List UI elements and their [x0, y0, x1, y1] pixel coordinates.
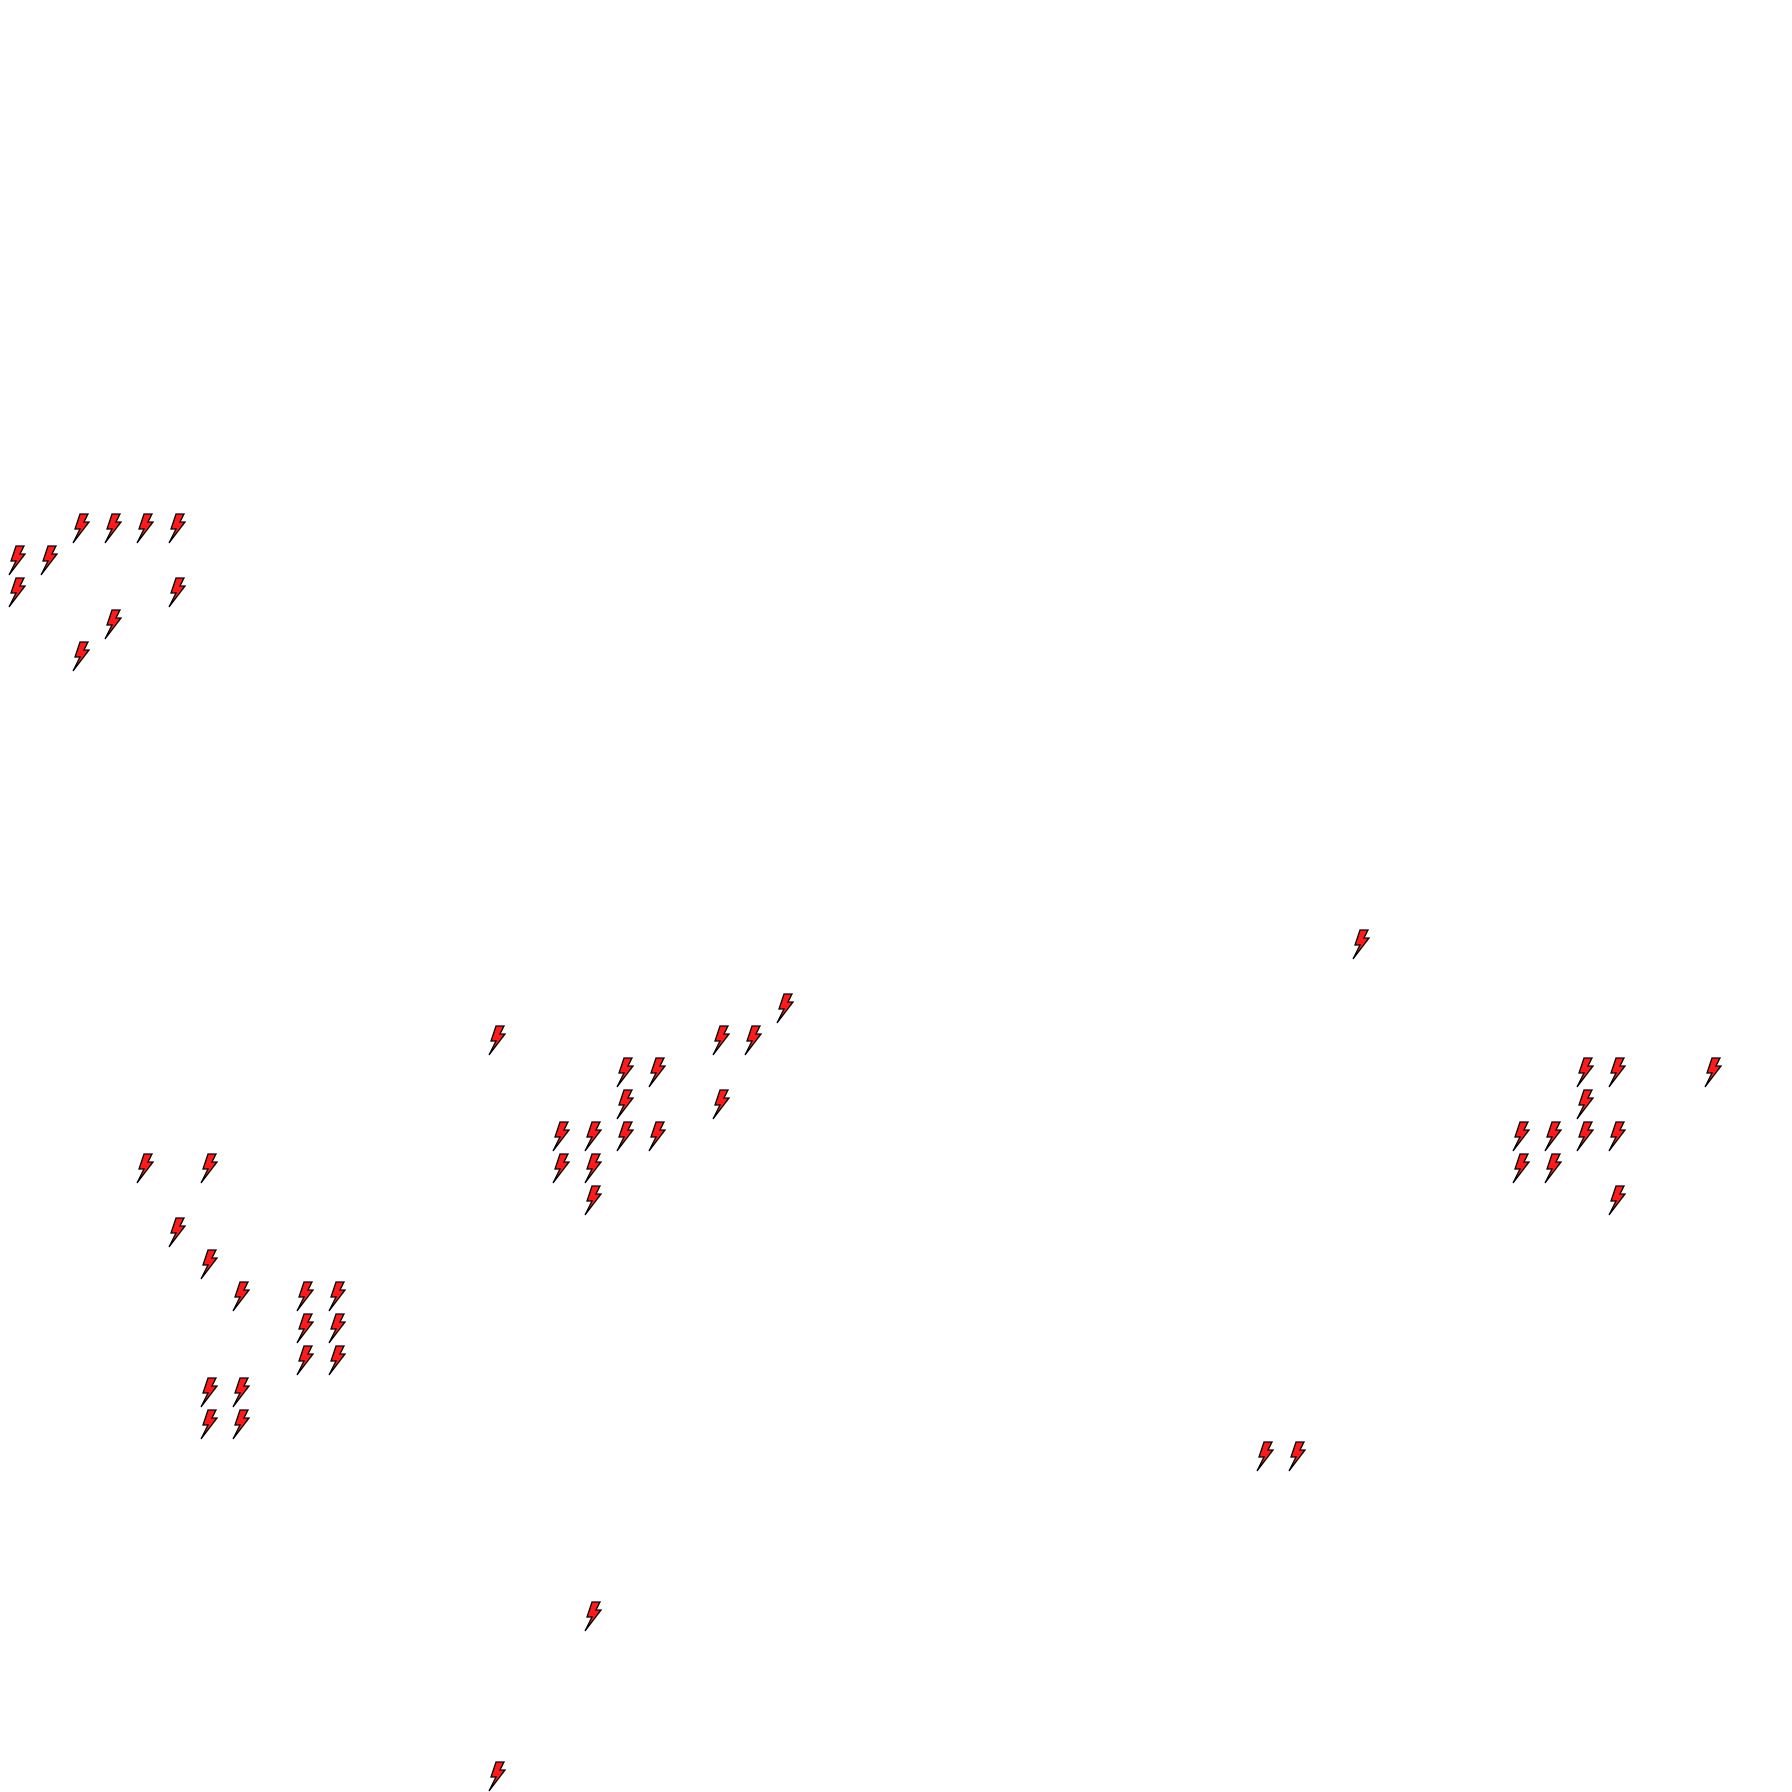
lightning-bolt-icon — [103, 609, 123, 641]
lightning-bolt-icon — [1543, 1121, 1563, 1153]
lightning-bolt-icon — [1607, 1057, 1627, 1089]
lightning-bolt-icon — [1511, 1153, 1531, 1185]
lightning-bolt-icon — [231, 1409, 251, 1441]
lightning-bolt-icon — [167, 1217, 187, 1249]
lightning-bolt-icon — [71, 513, 91, 545]
lightning-bolt-icon — [135, 1153, 155, 1185]
lightning-bolt-icon — [1543, 1153, 1563, 1185]
lightning-bolt-icon — [583, 1185, 603, 1217]
lightning-bolt-icon — [1575, 1089, 1595, 1121]
lightning-bolt-icon — [487, 1025, 507, 1057]
lightning-bolt-icon — [231, 1281, 251, 1313]
lightning-bolt-icon — [167, 577, 187, 609]
lightning-bolt-icon — [295, 1345, 315, 1377]
lightning-bolt-icon — [775, 993, 795, 1025]
lightning-bolt-icon — [615, 1121, 635, 1153]
lightning-bolt-icon — [39, 545, 59, 577]
lightning-bolt-icon — [615, 1057, 635, 1089]
lightning-bolt-icon — [199, 1153, 219, 1185]
lightning-bolt-icon — [327, 1281, 347, 1313]
lightning-bolt-icon — [1287, 1441, 1307, 1473]
lightning-bolt-icon — [7, 545, 27, 577]
lightning-bolt-icon — [711, 1025, 731, 1057]
lightning-bolt-icon — [1575, 1121, 1595, 1153]
lightning-bolt-icon — [327, 1313, 347, 1345]
lightning-bolt-icon — [7, 577, 27, 609]
lightning-bolt-icon — [743, 1025, 763, 1057]
lightning-bolt-icon — [583, 1601, 603, 1633]
lightning-bolt-icon — [615, 1089, 635, 1121]
lightning-bolt-icon — [647, 1121, 667, 1153]
lightning-bolt-icon — [295, 1313, 315, 1345]
lightning-bolt-icon — [1255, 1441, 1275, 1473]
lightning-bolt-icon — [167, 513, 187, 545]
lightning-bolt-icon — [199, 1249, 219, 1281]
lightning-bolt-icon — [135, 513, 155, 545]
lightning-bolt-icon — [295, 1281, 315, 1313]
lightning-bolt-icon — [231, 1377, 251, 1409]
lightning-bolt-icon — [711, 1089, 731, 1121]
lightning-bolt-icon — [551, 1121, 571, 1153]
lightning-bolt-icon — [583, 1121, 603, 1153]
lightning-bolt-icon — [1703, 1057, 1723, 1089]
lightning-bolt-icon — [487, 1761, 507, 1792]
lightning-bolt-icon — [1607, 1185, 1627, 1217]
lightning-bolt-icon — [199, 1409, 219, 1441]
lightning-bolt-icon — [583, 1153, 603, 1185]
lightning-bolt-icon — [1575, 1057, 1595, 1089]
lightning-bolt-icon — [1351, 929, 1371, 961]
lightning-bolt-icon — [103, 513, 123, 545]
lightning-bolt-icon — [1511, 1121, 1531, 1153]
lightning-bolt-icon — [647, 1057, 667, 1089]
lightning-bolt-icon — [199, 1377, 219, 1409]
lightning-bolt-icon — [71, 641, 91, 673]
lightning-bolt-icon — [327, 1345, 347, 1377]
lightning-bolt-icon — [551, 1153, 571, 1185]
lightning-bolt-icon — [1607, 1121, 1627, 1153]
